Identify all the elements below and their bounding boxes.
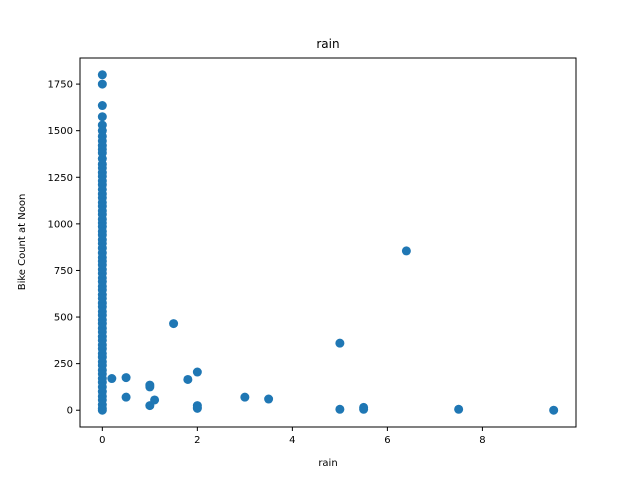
data-points	[97, 70, 559, 415]
data-point-88	[335, 404, 345, 414]
data-point-1	[97, 79, 107, 89]
data-point-2	[97, 101, 107, 111]
data-point-87	[335, 338, 345, 348]
x-axis-ticks: 0 2 4 6 8	[99, 427, 486, 446]
x-tick-label: 2	[194, 435, 200, 446]
x-tick-label: 8	[479, 435, 485, 446]
data-point-91	[401, 246, 411, 256]
data-point-76	[145, 382, 155, 392]
data-point-73	[121, 373, 131, 383]
data-point-92	[454, 404, 464, 414]
x-tick-label: 6	[384, 435, 390, 446]
y-axis-ticks: 0 250 500 750 1000 1250 1500 1750	[48, 80, 80, 417]
data-point-86	[264, 394, 274, 404]
y-tick-label: 250	[54, 359, 73, 370]
chart-title: rain	[316, 37, 339, 51]
data-point-80	[183, 374, 193, 384]
data-point-3	[97, 112, 107, 122]
y-tick-label: 1000	[48, 219, 73, 230]
y-axis-label: Bike Count at Noon	[17, 194, 28, 291]
data-point-78	[150, 395, 160, 405]
y-tick-label: 500	[54, 313, 73, 324]
data-point-93	[549, 405, 559, 415]
data-point-74	[121, 392, 131, 402]
data-point-79	[169, 319, 179, 329]
plot-frame	[79, 57, 577, 428]
data-point-0	[97, 70, 107, 80]
y-tick-label: 0	[67, 406, 73, 417]
x-axis-label: rain	[318, 458, 337, 469]
data-point-85	[240, 392, 250, 402]
data-point-72	[107, 374, 117, 384]
data-point-90	[359, 404, 369, 414]
y-tick-label: 1750	[48, 80, 73, 91]
y-tick-label: 1250	[48, 173, 73, 184]
x-tick-label: 0	[99, 435, 105, 446]
x-tick-label: 4	[289, 435, 295, 446]
y-tick-label: 750	[54, 266, 73, 277]
data-point-81	[192, 367, 202, 377]
data-point-71	[97, 405, 107, 415]
data-point-84	[192, 403, 202, 413]
y-tick-label: 1500	[48, 126, 73, 137]
